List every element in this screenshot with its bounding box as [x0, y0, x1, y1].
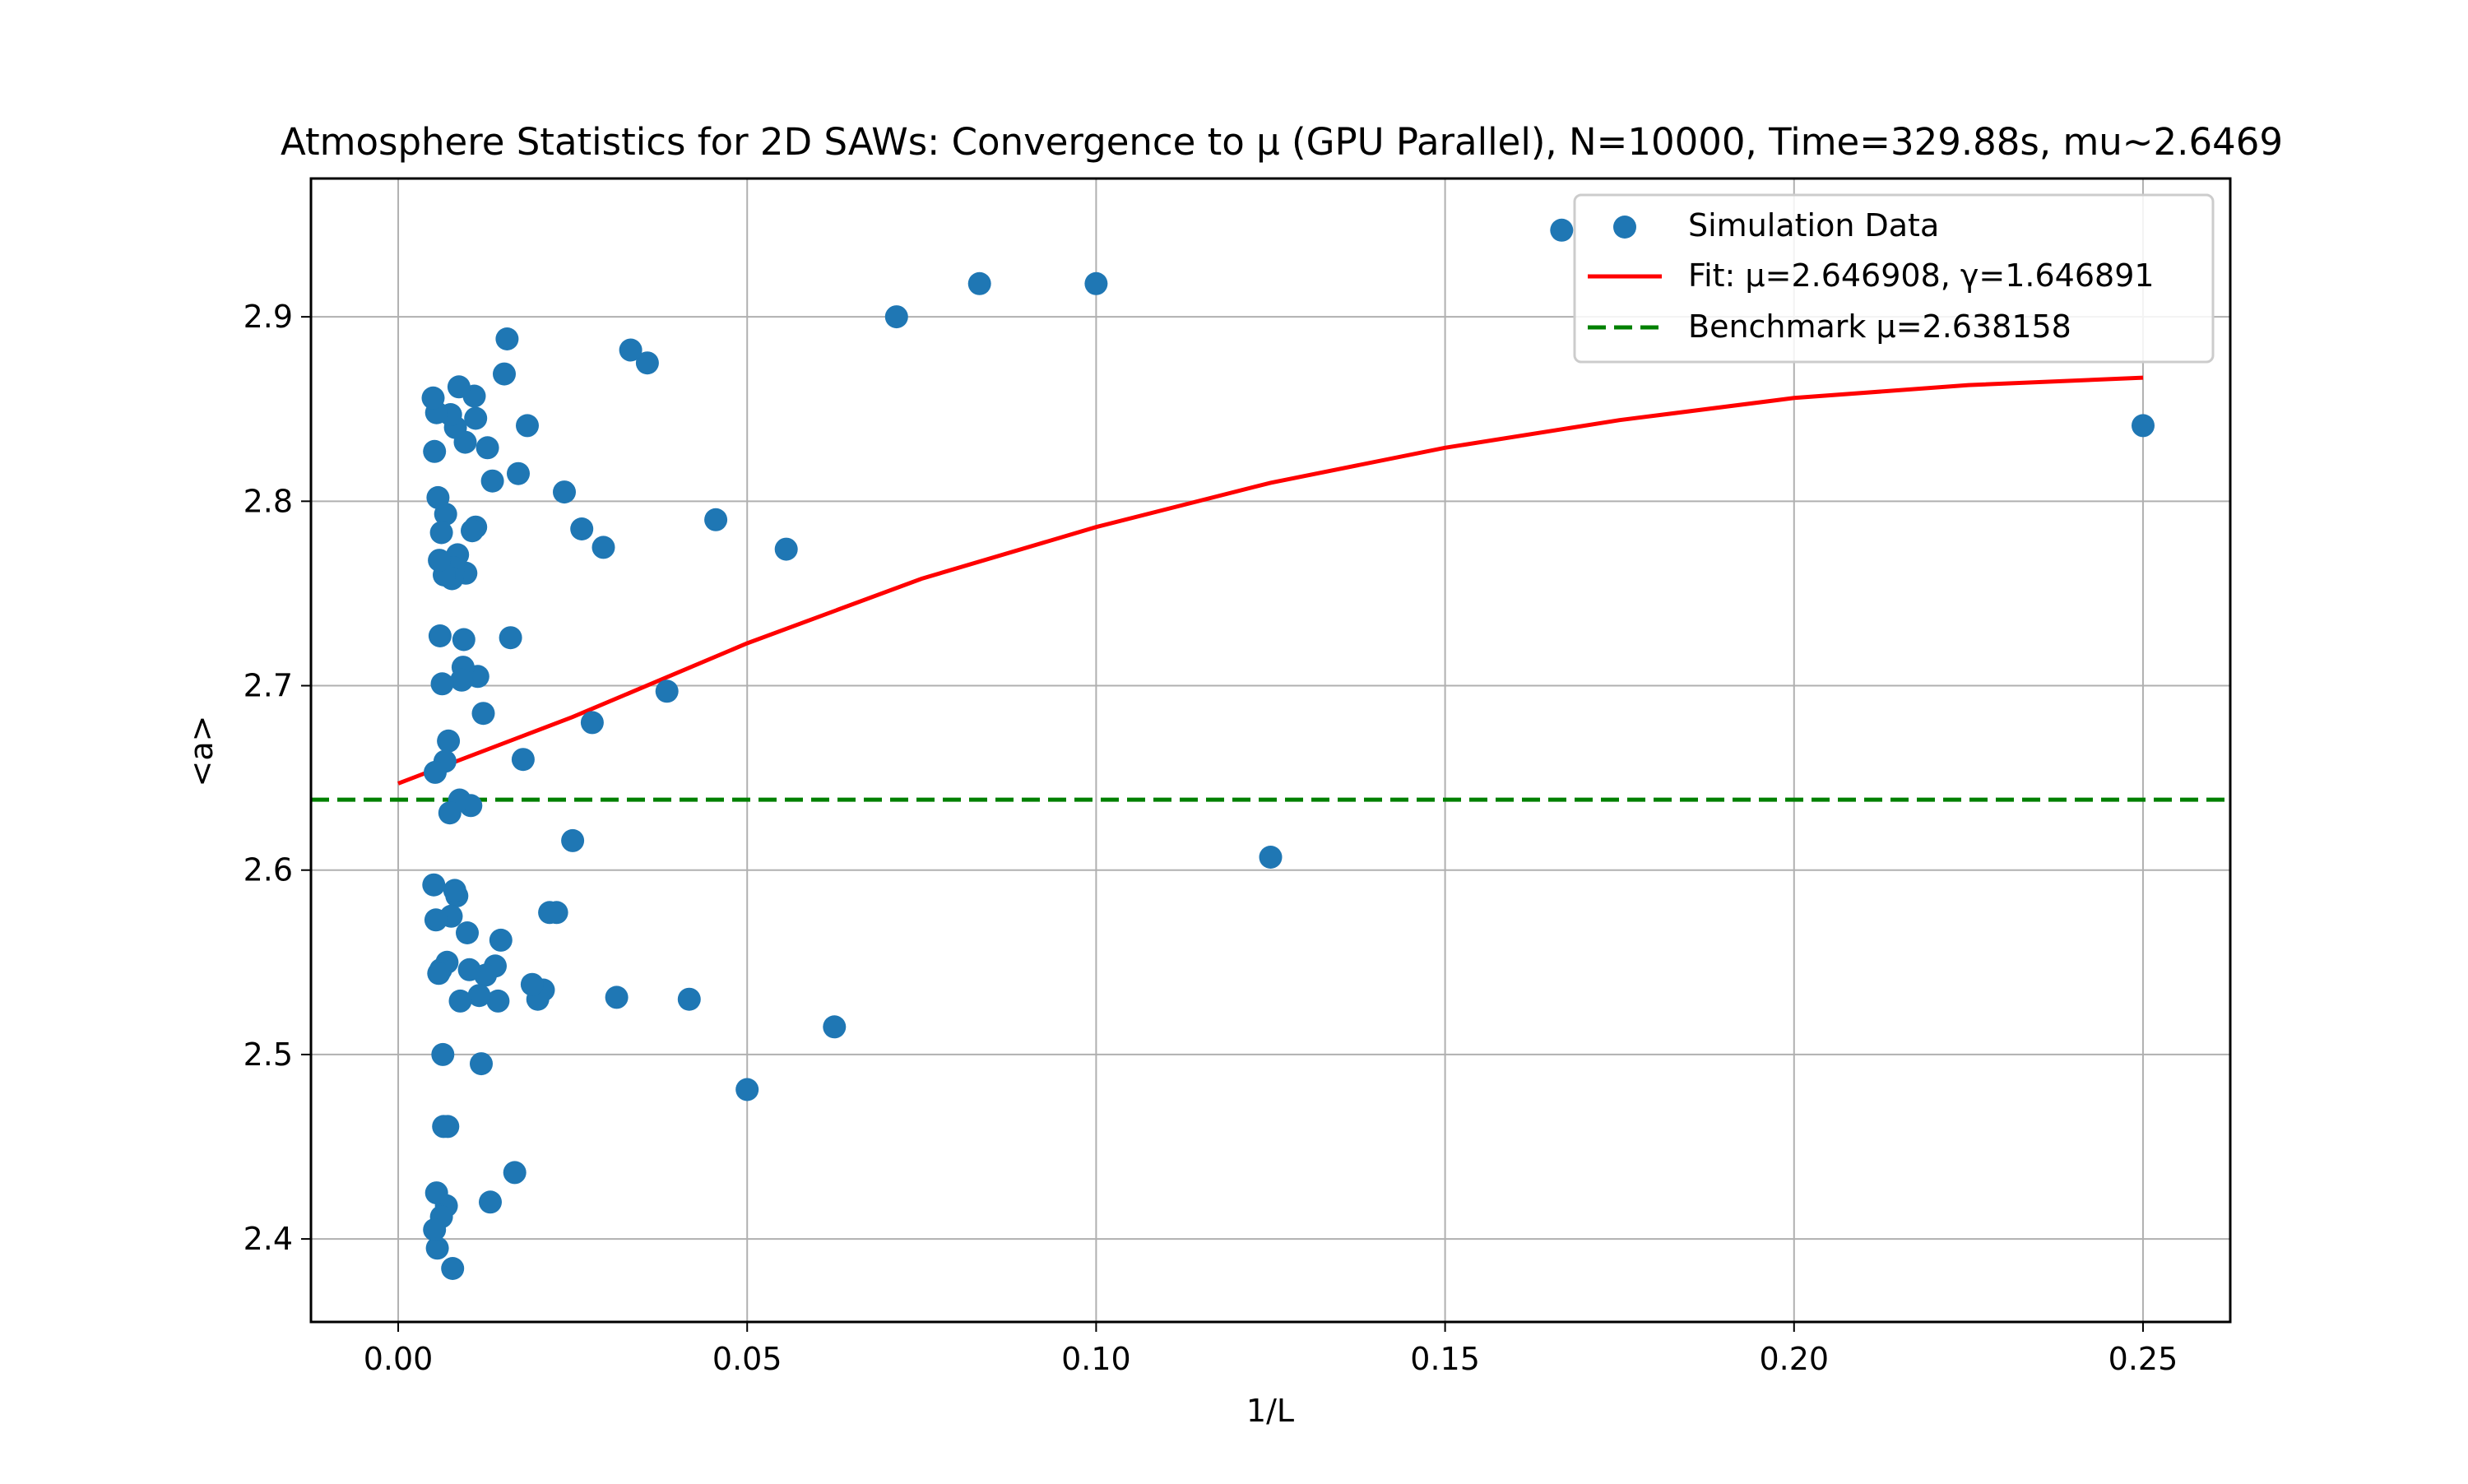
legend-marker-simulation-data [1613, 216, 1636, 239]
legend-label-benchmark: Benchmark μ=2.638158 [1688, 308, 2071, 345]
data-point [437, 729, 461, 753]
data-point [424, 760, 447, 784]
data-point [422, 873, 446, 897]
data-point [503, 1161, 527, 1185]
data-point [464, 406, 488, 430]
data-point [655, 679, 679, 703]
data-point [591, 536, 615, 559]
data-point [450, 668, 474, 692]
data-point [429, 521, 453, 545]
legend-label-fit: Fit: μ=2.646908, γ=1.646891 [1688, 257, 2155, 294]
data-point [456, 921, 479, 944]
data-point [421, 386, 445, 410]
data-point [447, 375, 471, 399]
data-point [1259, 846, 1283, 869]
grid-layer [311, 179, 2230, 1322]
data-point [443, 879, 466, 902]
data-point [471, 702, 495, 726]
y-tick-label: 2.4 [244, 1221, 293, 1257]
data-point [423, 1217, 447, 1241]
data-point [432, 1115, 456, 1139]
data-point [428, 549, 452, 573]
data-point [967, 271, 991, 295]
data-point [511, 748, 535, 772]
legend-frame [1573, 193, 2215, 364]
y-tick-label: 2.5 [244, 1036, 293, 1073]
x-tick-label: 0.10 [1061, 1341, 1131, 1377]
data-point [1084, 271, 1108, 295]
data-point [423, 439, 447, 463]
data-point [461, 519, 484, 543]
data-point [476, 436, 499, 460]
data-point [538, 901, 562, 925]
data-point [438, 801, 462, 825]
x-tick-label: 0.25 [2108, 1341, 2178, 1377]
data-point [486, 989, 510, 1013]
legend: Simulation Data Fit: μ=2.646908, γ=1.646… [1573, 193, 2215, 364]
legend-label-simulation-data: Simulation Data [1688, 207, 1939, 243]
x-tick-label: 0.00 [364, 1341, 434, 1377]
data-point [507, 461, 530, 485]
data-point [479, 1190, 502, 1214]
data-point [499, 626, 522, 650]
chart-title: Atmosphere Statistics for 2D SAWs: Conve… [281, 120, 2283, 164]
data-point [520, 972, 544, 996]
data-point [431, 1042, 455, 1066]
data-point [467, 984, 491, 1008]
data-point [448, 989, 472, 1013]
data-point [2132, 414, 2155, 438]
y-axis-label: <a> [183, 716, 220, 787]
y-tick-label: 2.6 [244, 852, 293, 888]
data-point [516, 414, 539, 438]
data-point [823, 1015, 847, 1039]
data-point [884, 305, 908, 329]
x-axis-label: 1/L [1246, 1393, 1294, 1429]
plot-frame [309, 177, 2232, 1324]
data-point [425, 1236, 449, 1260]
data-point [1550, 218, 1574, 242]
data-point [441, 1257, 465, 1280]
y-tick-label: 2.9 [244, 299, 293, 335]
y-tick-label: 2.7 [244, 668, 293, 704]
data-point [677, 987, 701, 1011]
data-point [480, 469, 504, 493]
data-point [493, 362, 516, 386]
data-point [570, 517, 594, 540]
data-point [489, 928, 513, 952]
x-tick-label: 0.05 [712, 1341, 782, 1377]
data-point [470, 1052, 493, 1076]
data-point [495, 327, 519, 350]
data-point [430, 672, 454, 696]
fit-curve [397, 375, 2144, 786]
data-point [774, 537, 798, 561]
data-point [635, 351, 659, 375]
data-point [561, 828, 585, 852]
data-point [426, 485, 450, 509]
data-point [427, 962, 451, 985]
x-tick-label: 0.20 [1759, 1341, 1829, 1377]
data-point [704, 508, 728, 531]
data-point [580, 711, 604, 735]
data-point [553, 480, 576, 504]
data-point [424, 908, 448, 932]
y-tick-label: 2.8 [244, 483, 293, 519]
data-point [452, 628, 476, 652]
x-tick-label: 0.15 [1410, 1341, 1480, 1377]
data-point [619, 338, 643, 362]
data-points [421, 218, 2155, 1280]
data-point [428, 624, 452, 647]
data-point [735, 1078, 759, 1101]
data-point [424, 1181, 448, 1205]
data-point [605, 985, 629, 1009]
axis-ticks: 0.00 0.05 0.10 0.15 0.20 0.25 2.4 2.5 2.6 2.7 2.8 2… [244, 299, 2178, 1377]
data-point [457, 958, 481, 981]
